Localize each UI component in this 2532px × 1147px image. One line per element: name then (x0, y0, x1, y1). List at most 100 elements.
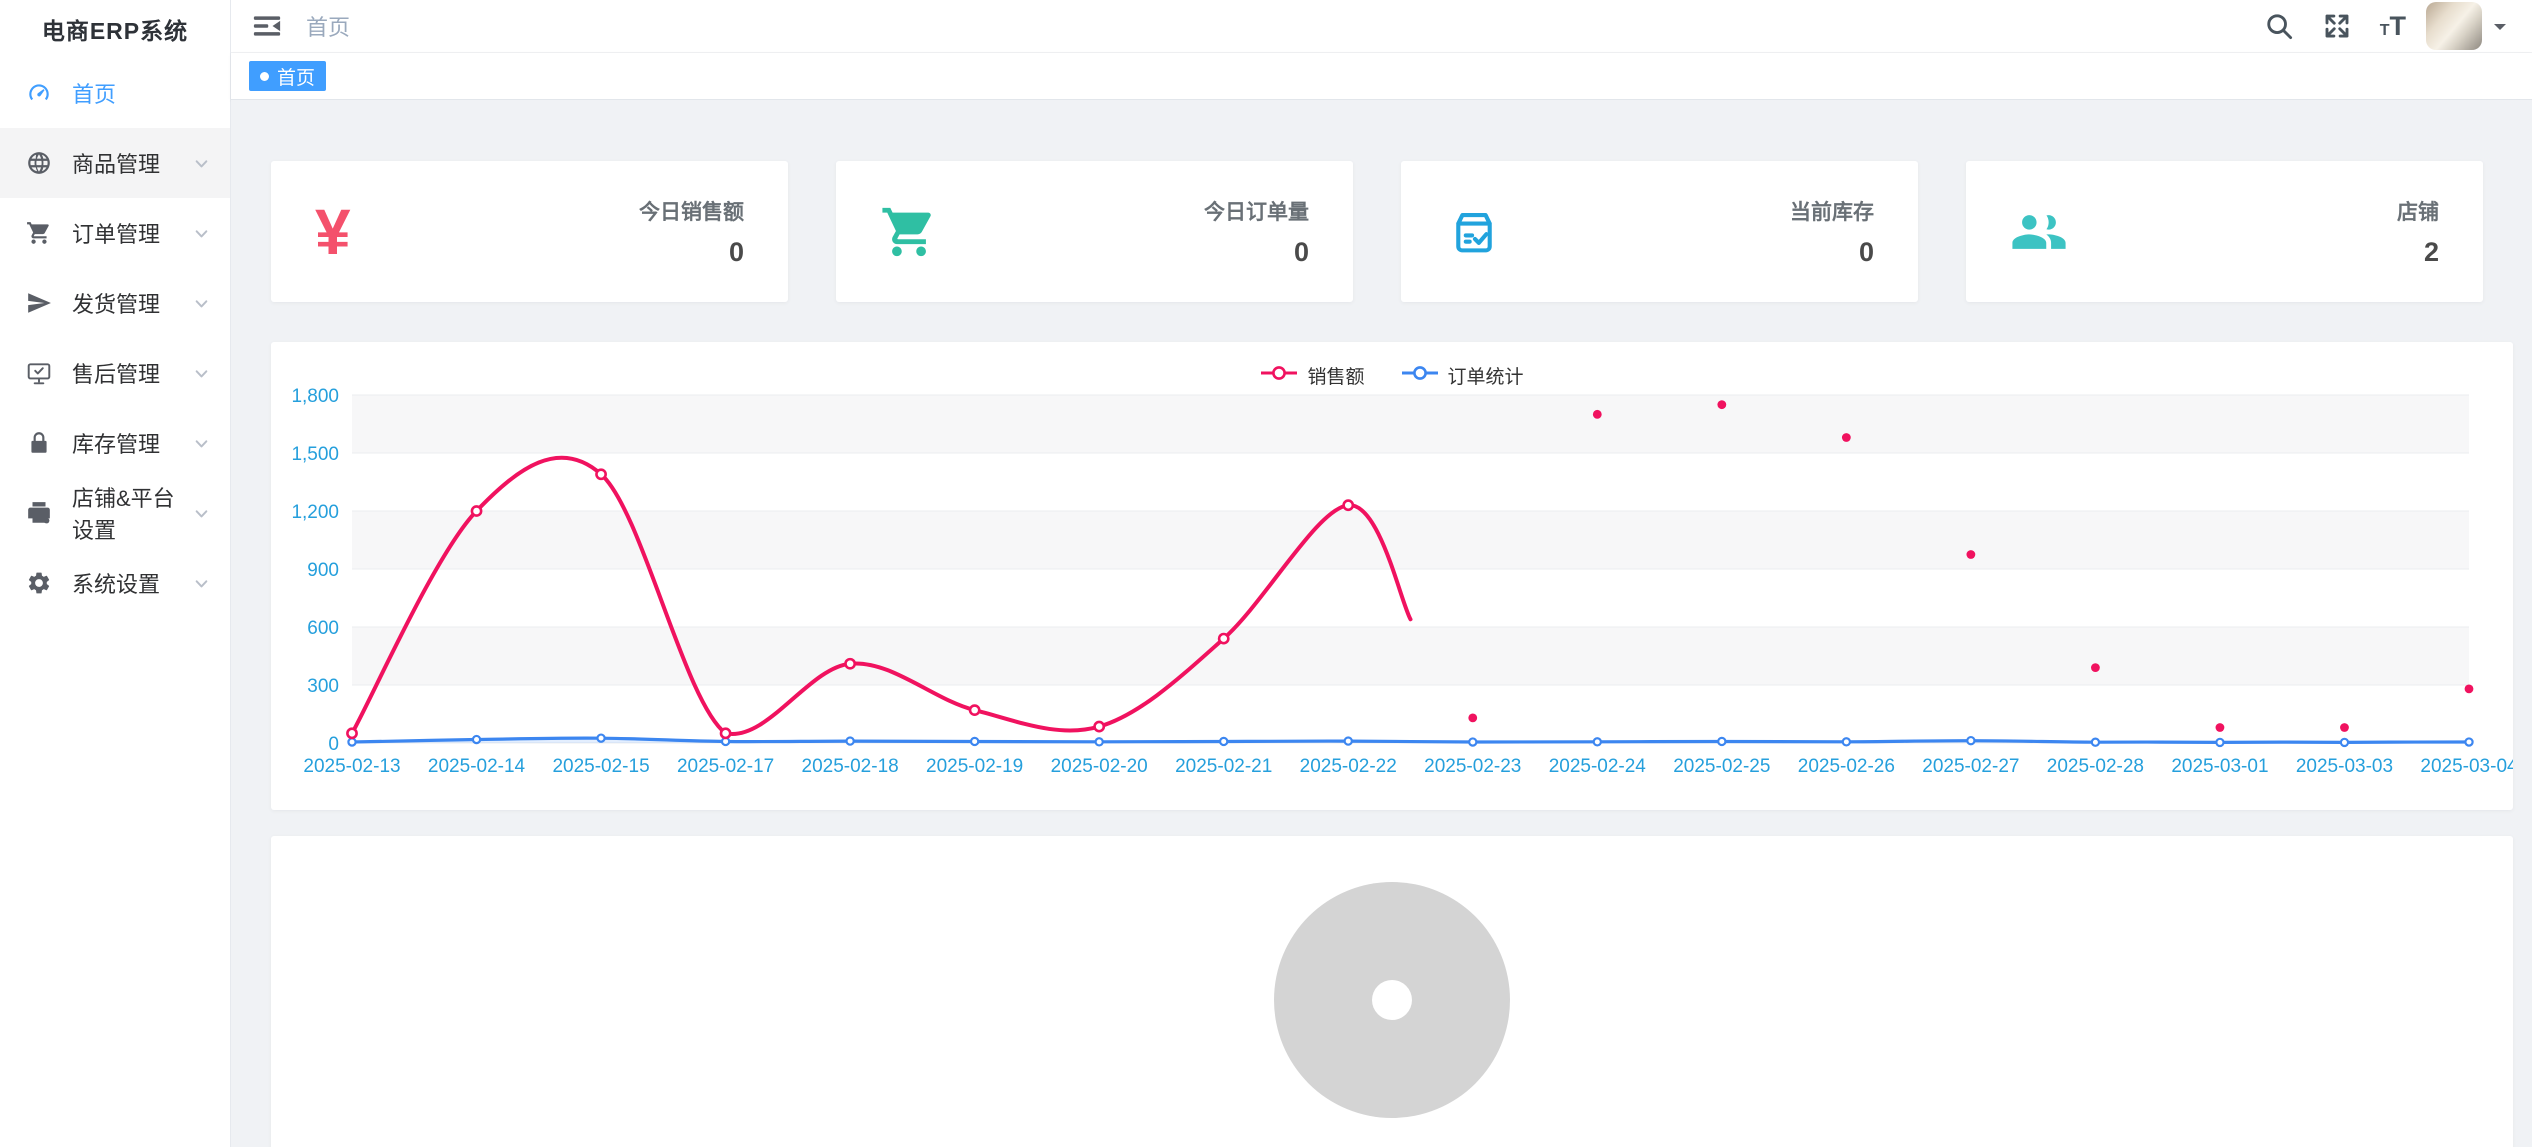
stat-card-0: ¥ 今日销售额 0 (271, 161, 788, 302)
search-icon[interactable] (2264, 11, 2294, 41)
sidebar-item-label: 发货管理 (72, 292, 161, 317)
svg-text:1,200: 1,200 (291, 502, 339, 523)
sales-line (350, 455, 1413, 736)
legend-label: 订单统计 (1447, 367, 1524, 388)
svg-text:2025-02-18: 2025-02-18 (802, 756, 899, 777)
stat-value: 0 (1858, 236, 1874, 267)
box-icon (1445, 203, 1503, 261)
stat-meta: 店铺 2 (2397, 196, 2439, 268)
yen-icon: ¥ (315, 195, 351, 268)
sidebar-item-1[interactable]: 商品管理 (0, 128, 230, 198)
svg-text:2025-02-23: 2025-02-23 (1424, 756, 1521, 777)
svg-text:0: 0 (328, 734, 339, 755)
sidebar-item-0[interactable]: 首页 (0, 58, 230, 128)
chevron-down-icon (193, 295, 210, 312)
svg-text:2025-03-01: 2025-03-01 (2171, 756, 2268, 777)
legend-label: 销售额 (1307, 367, 1365, 388)
pie-chart-panel (271, 836, 2513, 1147)
sidebar-item-6[interactable]: 店铺&平台设置 (0, 478, 230, 548)
chevron-down-icon (193, 435, 210, 452)
sidebar-item-7[interactable]: 系统设置 (0, 548, 230, 618)
legend-item-0[interactable]: 销售额 (1260, 362, 1365, 389)
sidebar-item-label: 首页 (72, 82, 117, 107)
sidebar-item-2[interactable]: 订单管理 (0, 198, 230, 268)
aftersale-icon (26, 360, 52, 386)
cart-icon (26, 220, 52, 246)
cart-icon (880, 203, 938, 261)
tags-view: 首页 (231, 53, 2532, 100)
svg-text:2025-03-03: 2025-03-03 (2296, 756, 2393, 777)
line-chart-panel: 销售额 订单统计 0 300 600 900 1,200 1,500 1,800 2025-02… (271, 342, 2513, 810)
stat-value: 0 (728, 236, 744, 267)
chevron-down-icon (193, 155, 210, 172)
fullscreen-icon[interactable] (2322, 11, 2352, 41)
sidebar-menu: 首页商品管理订单管理发货管理售后管理库存管理店铺&平台设置系统设置 (0, 58, 230, 1147)
sidebar-item-4[interactable]: 售后管理 (0, 338, 230, 408)
chevron-down-icon (193, 575, 210, 592)
tag-home[interactable]: 首页 (249, 61, 327, 91)
users-icon (2010, 203, 2068, 261)
chevron-down-icon (193, 505, 210, 522)
stat-label: 今日销售额 (639, 200, 744, 224)
stat-value: 0 (1293, 236, 1309, 267)
stat-label: 今日订单量 (1204, 200, 1309, 224)
chevron-down-icon (193, 365, 210, 382)
sidebar-item-label: 商品管理 (72, 152, 161, 177)
svg-text:300: 300 (307, 676, 339, 697)
svg-text:2025-02-20: 2025-02-20 (1051, 756, 1148, 777)
chevron-down-icon (193, 225, 210, 242)
donut-hole (1372, 980, 1412, 1020)
svg-text:2025-02-26: 2025-02-26 (1798, 756, 1895, 777)
legend-line-icon (1401, 365, 1439, 387)
svg-text:2025-02-15: 2025-02-15 (552, 756, 649, 777)
shop-settings-icon (26, 500, 52, 526)
svg-text:2025-02-22: 2025-02-22 (1300, 756, 1397, 777)
svg-text:2025-02-24: 2025-02-24 (1549, 756, 1647, 777)
stat-label: 店铺 (2397, 200, 2439, 224)
stat-card-1: 今日订单量 0 (836, 161, 1353, 302)
svg-text:2025-03-04: 2025-03-04 (2420, 756, 2513, 777)
svg-text:1,800: 1,800 (291, 386, 339, 407)
breadcrumb[interactable]: 首页 (306, 15, 351, 40)
svg-text:2025-02-17: 2025-02-17 (677, 756, 774, 777)
stat-label: 当前库存 (1790, 200, 1874, 224)
lock-icon (26, 430, 52, 456)
sidebar-item-5[interactable]: 库存管理 (0, 408, 230, 478)
sidebar-item-label: 店铺&平台设置 (72, 486, 175, 543)
caret-down-icon[interactable] (2494, 24, 2506, 36)
app-main: ¥ 今日销售额 0 今日订单量 0 当前库存 0 店铺 2 销售额 订单统计 0 300 600 900… (231, 100, 2532, 1147)
stat-meta: 今日订单量 0 (1204, 196, 1309, 268)
svg-text:2025-02-13: 2025-02-13 (303, 756, 400, 777)
globe-icon (26, 150, 52, 176)
tag-label: 首页 (277, 67, 316, 89)
sidebar-item-label: 系统设置 (72, 572, 161, 597)
svg-text:2025-02-21: 2025-02-21 (1175, 756, 1272, 777)
send-icon (26, 290, 52, 316)
sidebar-item-label: 售后管理 (72, 362, 161, 387)
legend-line-icon (1260, 365, 1298, 387)
orders-line (351, 736, 2470, 745)
donut-placeholder (1274, 882, 1510, 1118)
svg-text:2025-02-28: 2025-02-28 (2047, 756, 2144, 777)
sidebar: 电商ERP系统 首页 商品管理 订单管理 发货管理 售后管理 库存管理 店铺&平台设置 系统设… (0, 0, 231, 1147)
legend-item-1[interactable]: 订单统计 (1401, 362, 1524, 389)
svg-text:900: 900 (307, 560, 339, 581)
svg-text:2025-02-14: 2025-02-14 (428, 756, 526, 777)
hamburger-icon[interactable] (252, 11, 282, 41)
sidebar-item-label: 订单管理 (72, 222, 161, 247)
sidebar-item-label: 库存管理 (72, 432, 161, 457)
stat-value: 2 (2423, 236, 2439, 267)
user-avatar[interactable] (2426, 2, 2482, 50)
stat-meta: 今日销售额 0 (639, 196, 744, 268)
svg-text:2025-02-25: 2025-02-25 (1673, 756, 1770, 777)
sales-orders-line-chart[interactable]: 0 300 600 900 1,200 1,500 1,800 2025-02-13 2025-… (271, 342, 2513, 810)
stat-meta: 当前库存 0 (1790, 196, 1874, 268)
sidebar-item-3[interactable]: 发货管理 (0, 268, 230, 338)
svg-text:600: 600 (307, 618, 339, 639)
svg-text:2025-02-27: 2025-02-27 (1922, 756, 2019, 777)
